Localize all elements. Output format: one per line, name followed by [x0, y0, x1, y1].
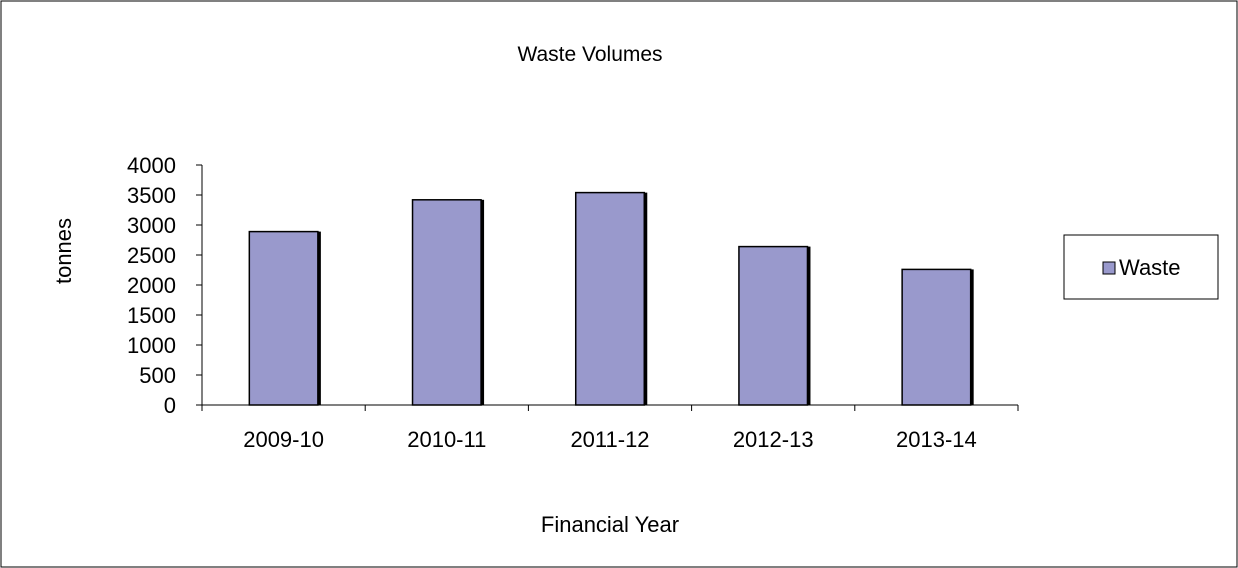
x-axis-label: Financial Year	[541, 512, 679, 537]
legend: Waste	[1063, 234, 1219, 300]
x-tick-label: 2009-10	[243, 427, 324, 452]
y-tick-label: 2000	[127, 273, 176, 298]
y-tick-label: 3000	[127, 213, 176, 238]
bar-2010-11	[411, 199, 482, 406]
x-tick-label: 2011-12	[570, 427, 649, 452]
chart-title: Waste Volumes	[517, 43, 662, 66]
y-tick-label: 2500	[127, 243, 176, 268]
bar-2012-13	[738, 245, 809, 406]
y-tick-label: 1000	[127, 333, 176, 358]
y-tick-label: 3500	[127, 183, 176, 208]
y-axis-ticks: 0 500 1000 1500 2000 2500 3000 3500 4000	[127, 153, 202, 418]
y-tick-label: 1500	[127, 303, 176, 328]
y-tick-label: 4000	[127, 153, 176, 178]
y-tick-label: 500	[139, 363, 176, 388]
x-tick-label: 2010-11	[407, 427, 486, 452]
bar-2013-14	[901, 268, 972, 406]
legend-label: Waste	[1119, 255, 1181, 280]
legend-swatch	[1102, 261, 1116, 275]
y-tick-label: 0	[164, 393, 176, 418]
legend-box	[1063, 234, 1219, 300]
x-tick-label: 2012-13	[733, 427, 814, 452]
x-tick-label: 2013-14	[896, 427, 977, 452]
bar-2011-12	[574, 191, 646, 406]
bars	[248, 191, 974, 406]
x-axis-ticks: 2009-10 2010-11 2011-12 2012-13 2013-14	[201, 405, 1019, 452]
bar-2009-10	[248, 230, 319, 406]
y-axis-label: tonnes	[51, 218, 76, 284]
